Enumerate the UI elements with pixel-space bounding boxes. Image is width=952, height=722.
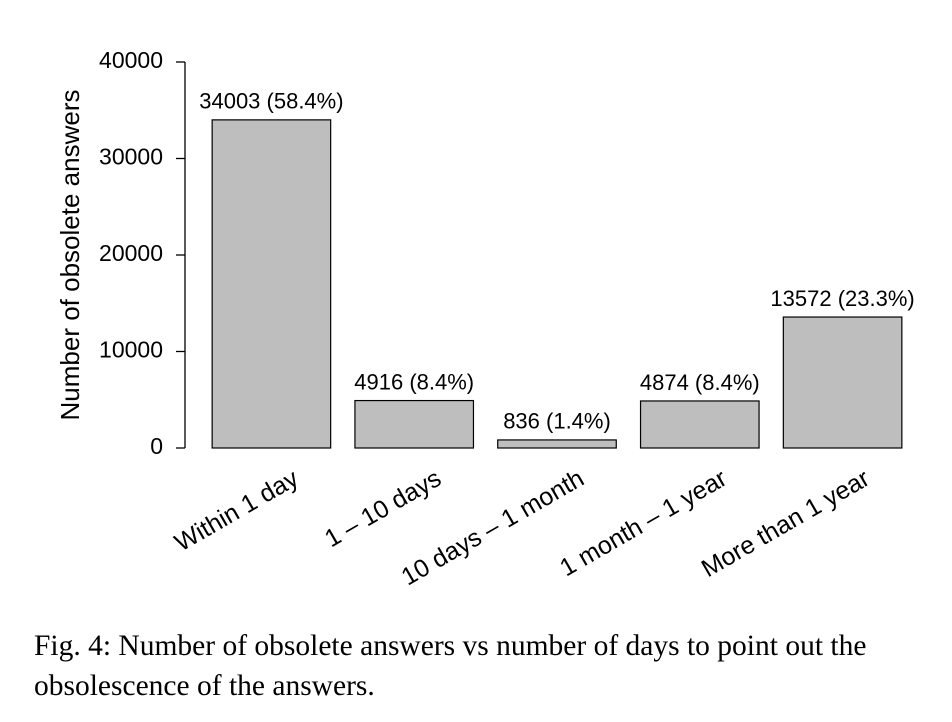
chart: Number of obsolete answers 0 10000 20000 30… bbox=[55, 47, 915, 591]
y-tick-label: 0 bbox=[150, 433, 163, 459]
bar bbox=[639, 400, 760, 449]
y-tick-label: 40000 bbox=[99, 47, 163, 73]
x-tick-label: 1 – 10 days bbox=[320, 464, 446, 553]
bar bbox=[354, 399, 475, 449]
bar bbox=[782, 316, 903, 449]
data-label: 4874 (8.4%) bbox=[640, 370, 760, 395]
data-label: 13572 (23.3%) bbox=[770, 286, 914, 311]
data-label: 836 (1.4%) bbox=[503, 409, 611, 434]
y-tick-label: 20000 bbox=[99, 240, 163, 266]
y-tick-label: 30000 bbox=[99, 144, 163, 170]
y-tick-label: 10000 bbox=[99, 337, 163, 363]
caption: Fig. 4: Number of obsolete answers vs nu… bbox=[34, 630, 867, 702]
data-label: 34003 (58.4%) bbox=[199, 89, 343, 114]
y-axis-label: Number of obsolete answers bbox=[55, 90, 85, 421]
bar bbox=[497, 439, 617, 449]
x-tick-label: Within 1 day bbox=[170, 464, 304, 557]
bar bbox=[211, 119, 332, 449]
data-label: 4916 (8.4%) bbox=[354, 369, 474, 394]
